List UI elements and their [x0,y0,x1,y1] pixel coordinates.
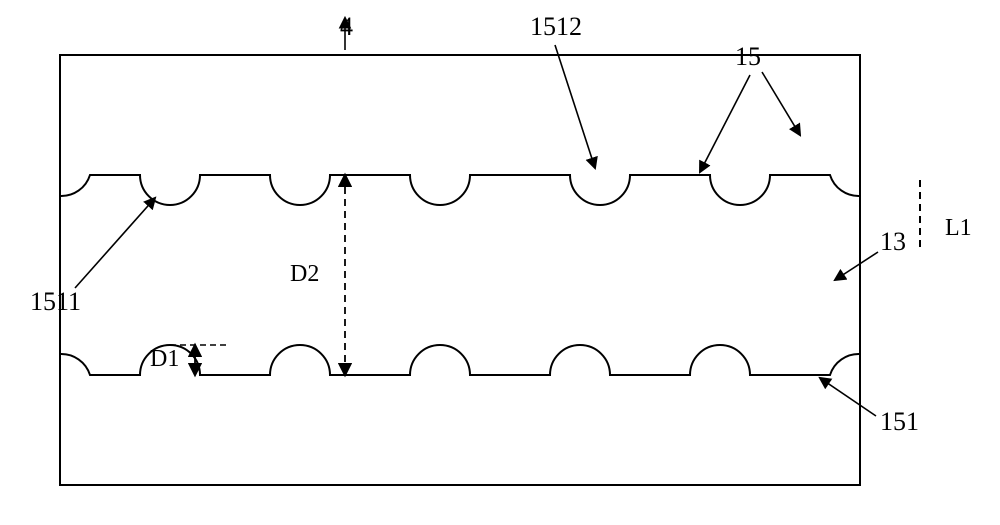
diagram-layer: D1 D2 L1 4 1512 15 13 151 1511 [30,12,972,485]
callout-label-c13: 13 [880,227,906,256]
dimension-d2-label: D2 [290,261,319,287]
channel-top-edge [60,175,860,205]
legend-l1-label: L1 [945,215,972,241]
callout-arrow-c151 [820,378,876,416]
callout-arrow-c1511 [75,198,155,288]
callout-label-c15: 15 [735,42,761,71]
callout-arrow-c13 [835,252,878,280]
channel-bottom-edge [60,345,860,375]
callout-label-c4: 4 [340,12,353,41]
outer-rect [60,55,860,485]
callout-label-c1512: 1512 [530,12,582,41]
callout-label-c151: 151 [880,407,919,436]
dimension-d1-label: D1 [150,346,179,372]
callout-arrow-c15 [700,75,750,172]
callout-label-c1511: 1511 [30,287,81,316]
technical-diagram: D1 D2 L1 4 1512 15 13 151 1511 [0,0,1000,525]
callout-arrow-c1512 [555,45,595,168]
callout-arrow-c15b [762,72,800,135]
